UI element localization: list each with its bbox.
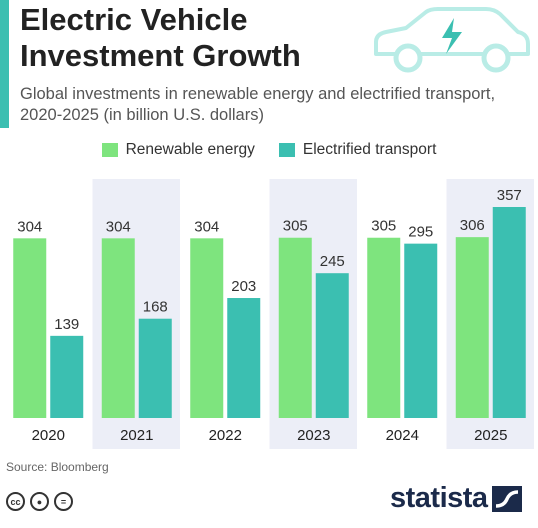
x-tick-label: 2023 xyxy=(297,427,330,444)
data-label: 357 xyxy=(497,187,522,204)
x-tick-label: 2025 xyxy=(474,427,507,444)
x-tick-label: 2022 xyxy=(209,427,242,444)
data-label: 305 xyxy=(371,218,396,235)
x-tick-label: 2021 xyxy=(120,427,153,444)
data-label: 203 xyxy=(231,278,256,295)
x-tick-label: 2020 xyxy=(32,427,65,444)
bar-electrified-transport xyxy=(138,318,172,418)
data-label: 168 xyxy=(143,299,168,316)
legend-swatch-renewable xyxy=(101,143,118,157)
legend-item-transport: Electrified transport xyxy=(278,141,437,159)
page-title: Electric Vehicle Investment Growth xyxy=(20,2,301,73)
license-icons: cc ● = xyxy=(6,492,73,511)
brand-logo: statista xyxy=(390,482,522,515)
bar-renewable-energy xyxy=(455,237,489,418)
data-label: 304 xyxy=(194,218,219,235)
bar-electrified-transport xyxy=(50,335,84,418)
accent-bar xyxy=(0,0,9,128)
legend-label-renewable: Renewable energy xyxy=(125,141,255,158)
bar-electrified-transport xyxy=(404,243,438,418)
data-label: 139 xyxy=(54,316,79,333)
legend: Renewable energy Electrified transport xyxy=(0,140,538,160)
data-label: 304 xyxy=(106,218,131,235)
legend-item-renewable: Renewable energy xyxy=(101,141,255,159)
bar-electrified-transport xyxy=(315,273,349,418)
bar-renewable-energy xyxy=(278,237,312,418)
bar-renewable-energy xyxy=(190,238,224,418)
data-label: 305 xyxy=(283,218,308,235)
by-icon: ● xyxy=(30,492,49,511)
brand-name: statista xyxy=(390,482,488,514)
data-label: 304 xyxy=(17,218,42,235)
bar-renewable-energy xyxy=(101,238,135,418)
bar-electrified-transport xyxy=(227,298,261,418)
legend-swatch-transport xyxy=(278,143,295,157)
data-label: 306 xyxy=(460,217,485,234)
x-tick-label: 2024 xyxy=(386,427,419,444)
cc-icon: cc xyxy=(6,492,25,511)
bar-chart: 304 139 2020 304 168 2021 304 203 2022 305 245 2023… xyxy=(13,179,534,449)
legend-label-transport: Electrified transport xyxy=(302,141,437,158)
brand-mark-icon xyxy=(491,485,522,512)
bar-electrified-transport xyxy=(492,207,526,418)
electric-car-icon xyxy=(374,7,530,73)
bar-renewable-energy xyxy=(367,237,401,418)
data-label: 245 xyxy=(320,253,345,270)
bar-renewable-energy xyxy=(13,238,47,418)
page-subtitle: Global investments in renewable energy a… xyxy=(20,85,496,124)
source-note: Source: Bloomberg xyxy=(6,460,109,474)
data-label: 295 xyxy=(408,224,433,241)
nd-icon: = xyxy=(54,492,73,511)
